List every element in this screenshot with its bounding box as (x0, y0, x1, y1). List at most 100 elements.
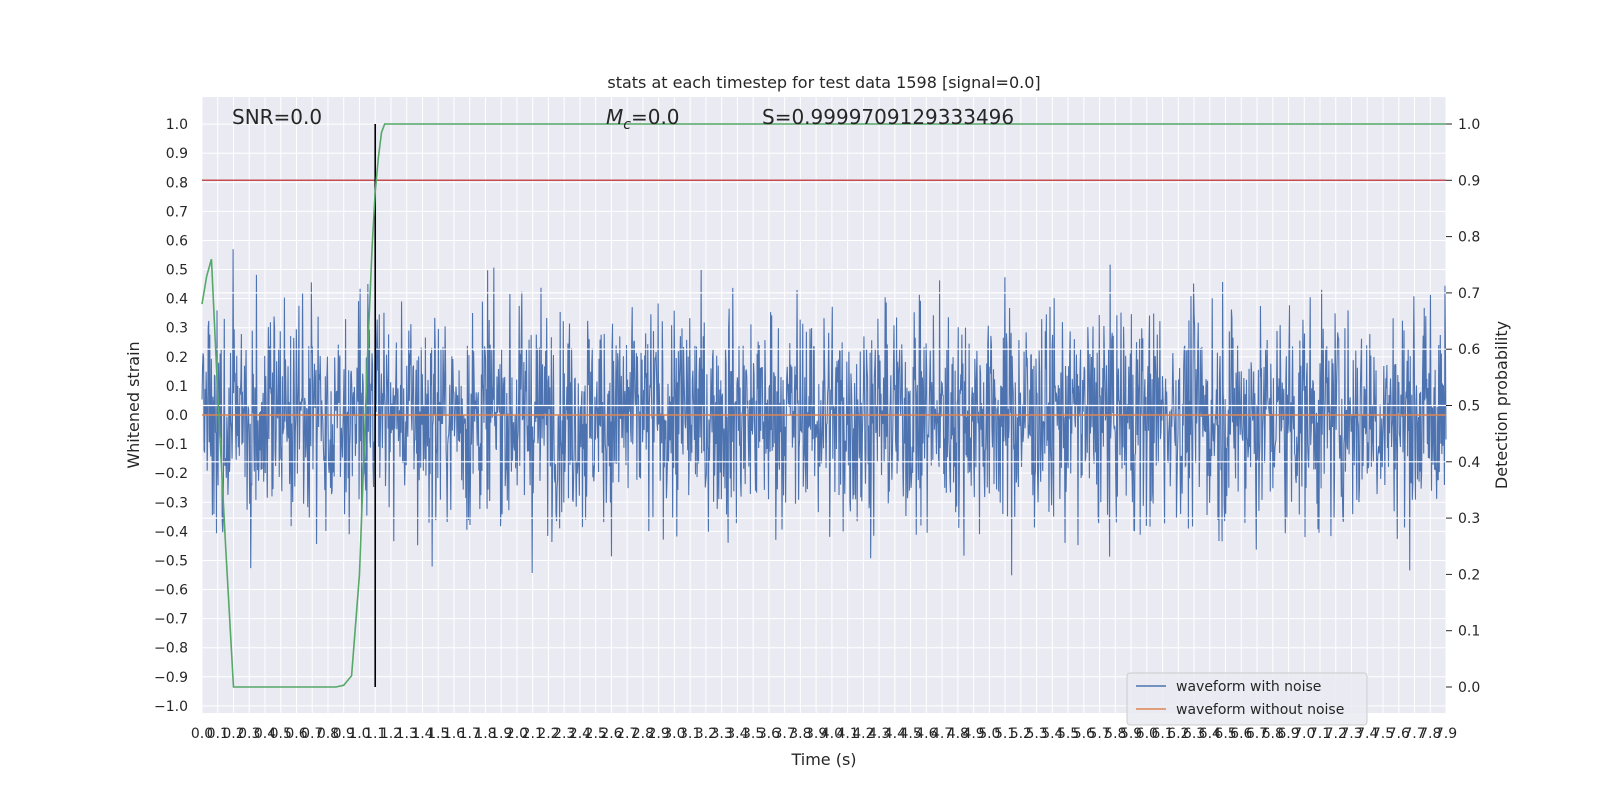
x-tick-label: 0.7 (301, 726, 323, 742)
y-right-axis-ticks: 0.0 0.1 0.2 0.3 0.4 0.5 0.6 0.7 0.8 0.9 1.0 (1446, 117, 1480, 696)
x-tick-label: 2.4 (569, 726, 591, 742)
x-tick-label: 1.8 (474, 726, 496, 742)
y-left-tick-label: 0.1 (166, 379, 188, 395)
x-tick-label: 5.8 (1104, 726, 1126, 742)
x-tick-label: 2.6 (600, 726, 622, 742)
y-left-tick-label: 0.8 (166, 175, 188, 191)
x-tick-label: 2.7 (616, 726, 638, 742)
x-tick-label: 6.2 (1167, 726, 1189, 742)
chirp-mass-value: =0.0 (631, 105, 680, 129)
y-left-tick-label: 1.0 (166, 117, 188, 133)
x-tick-label: 4.8 (947, 726, 969, 742)
x-tick-label: 2.5 (585, 726, 607, 742)
x-tick-label: 0.1 (207, 726, 229, 742)
x-tick-label: 7.1 (1309, 726, 1331, 742)
y-right-tick-label: 0.2 (1458, 567, 1480, 583)
y-right-tick-label: 0.3 (1458, 511, 1480, 527)
y-left-tick-label: 0.5 (166, 263, 188, 279)
x-tick-label: 7.4 (1356, 726, 1378, 742)
y-left-tick-label: 0.7 (166, 204, 188, 220)
x-tick-label: 1.4 (411, 726, 433, 742)
y-right-tick-label: 0.1 (1458, 624, 1480, 640)
overlay-lines (201, 123, 1446, 688)
x-tick-label: 5.1 (994, 726, 1016, 742)
x-tick-label: 3.2 (695, 726, 717, 742)
x-tick-label: 7.3 (1340, 726, 1362, 742)
x-tick-label: 5.5 (1057, 726, 1079, 742)
legend: waveform with noise waveform without noi… (1126, 672, 1368, 726)
chirp-mass-subscript: c (623, 117, 631, 133)
y-right-axis-label: Detection probability (1492, 321, 1511, 489)
x-tick-label: 3.3 (711, 726, 733, 742)
x-tick-label: 6.3 (1183, 726, 1205, 742)
y-left-tick-label: −0.4 (154, 524, 188, 540)
y-right-tick-label: 0.6 (1458, 342, 1480, 358)
x-tick-label: 0.0 (191, 726, 213, 742)
x-tick-label: 0.9 (333, 726, 355, 742)
x-tick-label: 0.6 (285, 726, 307, 742)
x-tick-label: 3.9 (805, 726, 827, 742)
x-tick-label: 7.2 (1325, 726, 1347, 742)
y-left-tick-label: 0.0 (166, 408, 188, 424)
x-tick-label: 5.9 (1120, 726, 1142, 742)
x-tick-label: 7.9 (1435, 726, 1457, 742)
x-tick-label: 3.7 (774, 726, 796, 742)
y-right-tick-label: 0.7 (1458, 286, 1480, 302)
x-tick-label: 4.5 (899, 726, 921, 742)
x-tick-label: 0.8 (317, 726, 339, 742)
y-right-tick-label: 1.0 (1458, 117, 1480, 133)
x-axis-ticks: 0.00.10.20.30.40.50.60.70.80.91.01.11.21… (191, 726, 1457, 742)
y-left-tick-label: −0.2 (154, 466, 188, 482)
x-tick-label: 6.9 (1277, 726, 1299, 742)
x-tick-label: 0.2 (222, 726, 244, 742)
x-tick-label: 1.5 (427, 726, 449, 742)
x-tick-label: 5.7 (1088, 726, 1110, 742)
x-tick-label: 6.8 (1262, 726, 1284, 742)
y-left-tick-label: −0.1 (154, 437, 188, 453)
legend-label-without-noise: waveform without noise (1176, 702, 1344, 718)
x-tick-label: 6.5 (1214, 726, 1236, 742)
x-tick-label: 3.6 (758, 726, 780, 742)
y-left-axis-label: Whitened strain (124, 341, 143, 468)
y-left-tick-label: −0.8 (154, 641, 188, 657)
y-right-tick-label: 0.8 (1458, 230, 1480, 246)
x-tick-label: 2.9 (648, 726, 670, 742)
x-tick-label: 4.1 (836, 726, 858, 742)
chirp-mass-symbol: M (606, 105, 623, 129)
x-tick-label: 4.7 (931, 726, 953, 742)
x-tick-label: 3.5 (742, 726, 764, 742)
x-tick-label: 7.5 (1372, 726, 1394, 742)
x-tick-label: 5.6 (1073, 726, 1095, 742)
x-tick-label: 2.8 (632, 726, 654, 742)
x-tick-label: 1.7 (459, 726, 481, 742)
y-right-tick-label: 0.5 (1458, 399, 1480, 415)
x-axis-label: Time (s) (790, 750, 856, 769)
x-tick-label: 3.8 (789, 726, 811, 742)
chart-title: stats at each timestep for test data 159… (607, 73, 1040, 92)
x-tick-label: 1.1 (364, 726, 386, 742)
x-tick-label: 4.0 (821, 726, 843, 742)
x-tick-label: 0.5 (270, 726, 292, 742)
x-tick-label: 6.1 (1151, 726, 1173, 742)
x-tick-label: 1.3 (396, 726, 418, 742)
x-tick-label: 0.4 (254, 726, 276, 742)
y-left-tick-label: −0.7 (154, 612, 188, 628)
x-tick-label: 5.0 (978, 726, 1000, 742)
y-left-axis-ticks: −1.0 −0.9 −0.8 −0.7 −0.6 −0.5 −0.4 −0.3 −0.2 −0.1… (154, 117, 188, 715)
x-tick-label: 7.8 (1419, 726, 1441, 742)
x-tick-label: 2.0 (506, 726, 528, 742)
x-tick-label: 6.6 (1230, 726, 1252, 742)
y-left-tick-label: −1.0 (154, 699, 188, 715)
y-left-tick-label: 0.6 (166, 233, 188, 249)
x-tick-label: 6.4 (1199, 726, 1221, 742)
x-tick-label: 3.1 (679, 726, 701, 742)
y-left-tick-label: 0.2 (166, 350, 188, 366)
x-tick-label: 2.1 (522, 726, 544, 742)
x-tick-label: 4.4 (884, 726, 906, 742)
x-tick-label: 2.2 (537, 726, 559, 742)
x-tick-label: 1.9 (490, 726, 512, 742)
x-tick-label: 1.6 (443, 726, 465, 742)
x-tick-label: 6.0 (1136, 726, 1158, 742)
x-tick-label: 4.9 (962, 726, 984, 742)
